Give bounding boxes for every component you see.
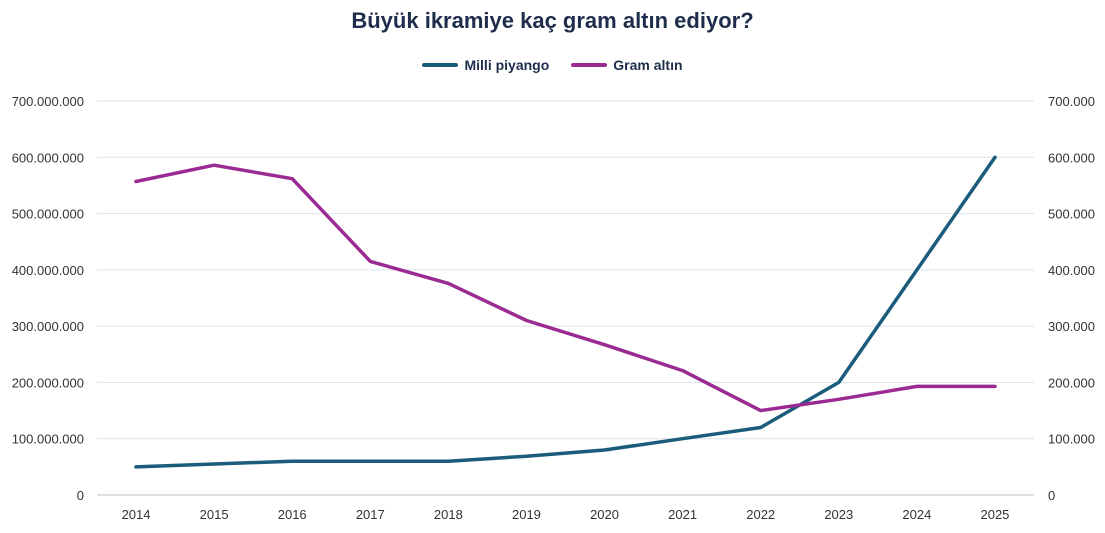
x-tick-label: 2024 [902, 507, 931, 522]
legend-swatch-milli-piyango [422, 63, 459, 67]
x-tick-label: 2016 [278, 507, 307, 522]
x-tick-label: 2018 [434, 507, 463, 522]
y-right-tick-label: 300.000 [1048, 319, 1095, 334]
x-tick-label: 2017 [356, 507, 385, 522]
y-left-tick-label: 200.000.000 [12, 375, 84, 390]
x-tick-label: 2015 [200, 507, 229, 522]
x-tick-label: 2014 [122, 507, 151, 522]
y-left-tick-label: 700.000.000 [12, 94, 84, 109]
legend-swatch-gram-altin [571, 63, 608, 67]
y-right-tick-label: 200.000 [1048, 375, 1095, 390]
x-tick-label: 2023 [824, 507, 853, 522]
y-right-tick-label: 0 [1048, 488, 1055, 503]
y-right-tick-label: 600.000 [1048, 150, 1095, 165]
x-tick-label: 2022 [746, 507, 775, 522]
legend-item-milli-piyango: Milli piyango [422, 57, 549, 73]
y-left-tick-label: 0 [77, 488, 84, 503]
legend-item-gram-altin: Gram altın [571, 57, 683, 73]
x-tick-label: 2020 [590, 507, 619, 522]
y-right-tick-label: 100.000 [1048, 432, 1095, 447]
y-left-tick-label: 500.000.000 [12, 207, 84, 222]
chart-title: Büyük ikramiye kaç gram altın ediyor? [351, 8, 754, 33]
legend: Milli piyango Gram altın [0, 57, 1105, 73]
legend-label-milli-piyango: Milli piyango [464, 57, 550, 73]
y-right-tick-label: 500.000 [1048, 207, 1095, 222]
x-tick-label: 2019 [512, 507, 541, 522]
y-right-tick-label: 700.000 [1048, 94, 1095, 109]
x-tick-label: 2021 [668, 507, 697, 522]
series-line-milli-piyango [134, 155, 997, 469]
y-left-tick-label: 600.000.000 [12, 150, 84, 165]
series-line-gram-altin [134, 163, 997, 413]
y-right-tick-label: 400.000 [1048, 263, 1095, 278]
x-tick-label: 2025 [980, 507, 1009, 522]
legend-label-gram-altin: Gram altın [613, 57, 683, 73]
y-left-tick-label: 400.000.000 [12, 263, 84, 278]
y-left-tick-label: 300.000.000 [12, 319, 84, 334]
y-left-tick-label: 100.000.000 [12, 432, 84, 447]
